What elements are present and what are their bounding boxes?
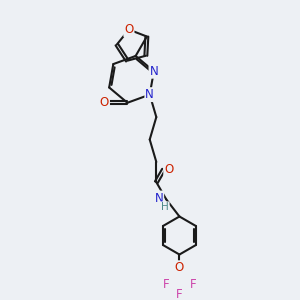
Text: N: N	[149, 65, 158, 78]
Text: F: F	[176, 288, 183, 300]
Text: F: F	[190, 278, 196, 291]
Text: N: N	[154, 191, 163, 205]
Text: F: F	[163, 278, 169, 291]
Text: O: O	[100, 96, 109, 109]
Text: N: N	[145, 88, 154, 101]
Text: H: H	[161, 202, 169, 212]
Text: O: O	[124, 23, 134, 36]
Text: O: O	[175, 261, 184, 274]
Text: O: O	[164, 163, 173, 176]
